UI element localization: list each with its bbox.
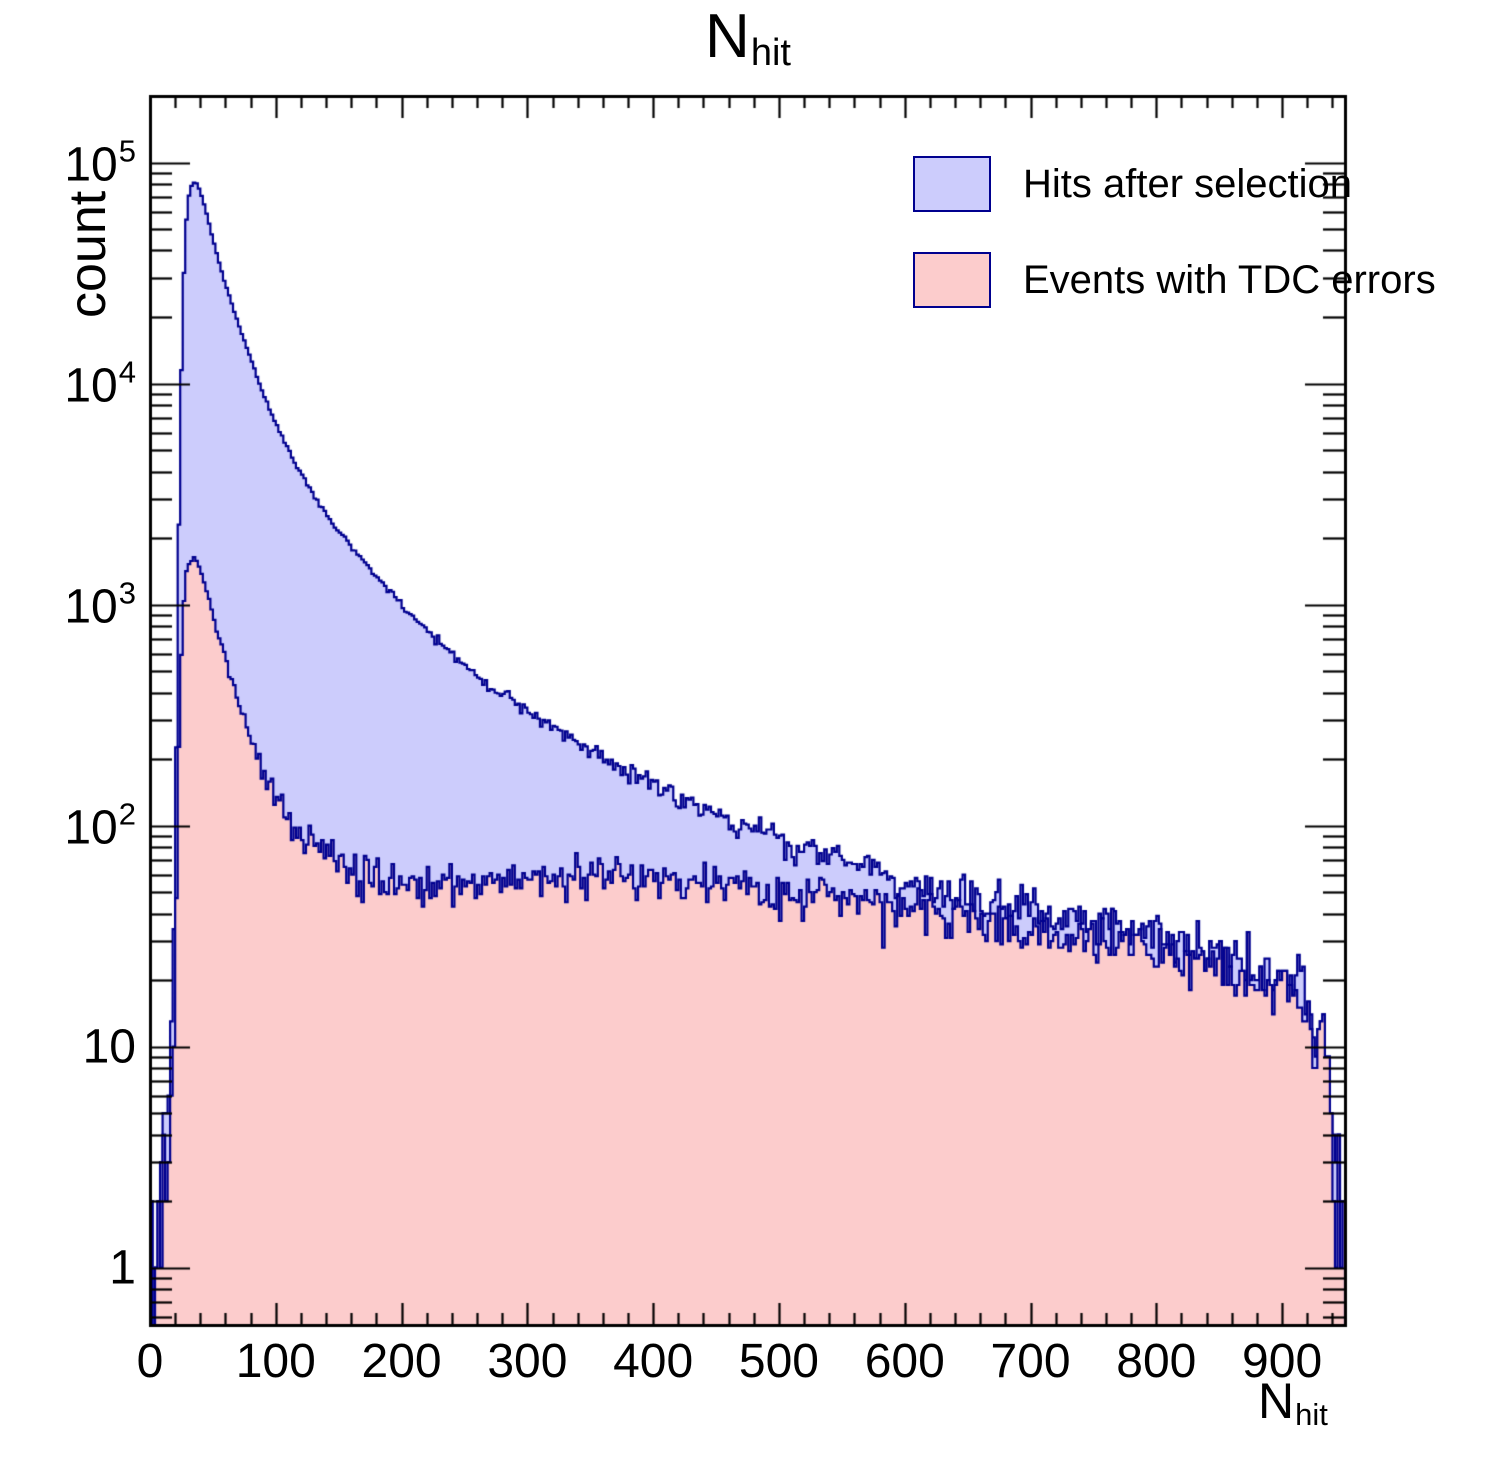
x-tick-label: 400 [613,1335,694,1388]
x-tick-label: 900 [1242,1335,1323,1388]
x-tick-label: 100 [235,1335,316,1388]
x-tick-label: 600 [864,1335,945,1388]
title-base: N [705,2,750,71]
legend-label: Hits after selection [1023,162,1353,206]
x-tick-label: 500 [738,1335,819,1388]
x-tick-label: 300 [487,1335,568,1388]
title-subscript: hit [750,32,791,75]
y-tick-label: 1 [109,1241,136,1295]
y-tick-label: 104 [64,353,136,413]
x-tick-label: 700 [990,1335,1071,1388]
y-tick-label: 103 [64,574,136,634]
y-tick-label: 10 [82,1020,136,1074]
x-axis-title-base: N [1258,1373,1295,1429]
page-title: Nhit [0,6,1496,75]
x-axis-title: Nhit [1258,1372,1328,1433]
legend-item-hits-after-selection: Hits after selection [913,156,1352,214]
x-tick-label: 200 [361,1335,442,1388]
x-axis-title-subscript: hit [1295,1396,1328,1432]
y-tick-label: 102 [64,795,136,855]
legend: Hits after selection Events with TDC err… [913,156,1436,348]
legend-swatch-blue [913,156,991,212]
legend-item-events-with-tdc-errors: Events with TDC errors [913,252,1436,310]
legend-swatch-pink [913,252,991,308]
y-tick-label: 105 [64,132,136,192]
y-axis-title: count [59,190,117,318]
x-tick-label: 0 [136,1335,164,1388]
legend-label: Events with TDC errors [1023,258,1436,302]
x-tick-label: 800 [1116,1335,1197,1388]
